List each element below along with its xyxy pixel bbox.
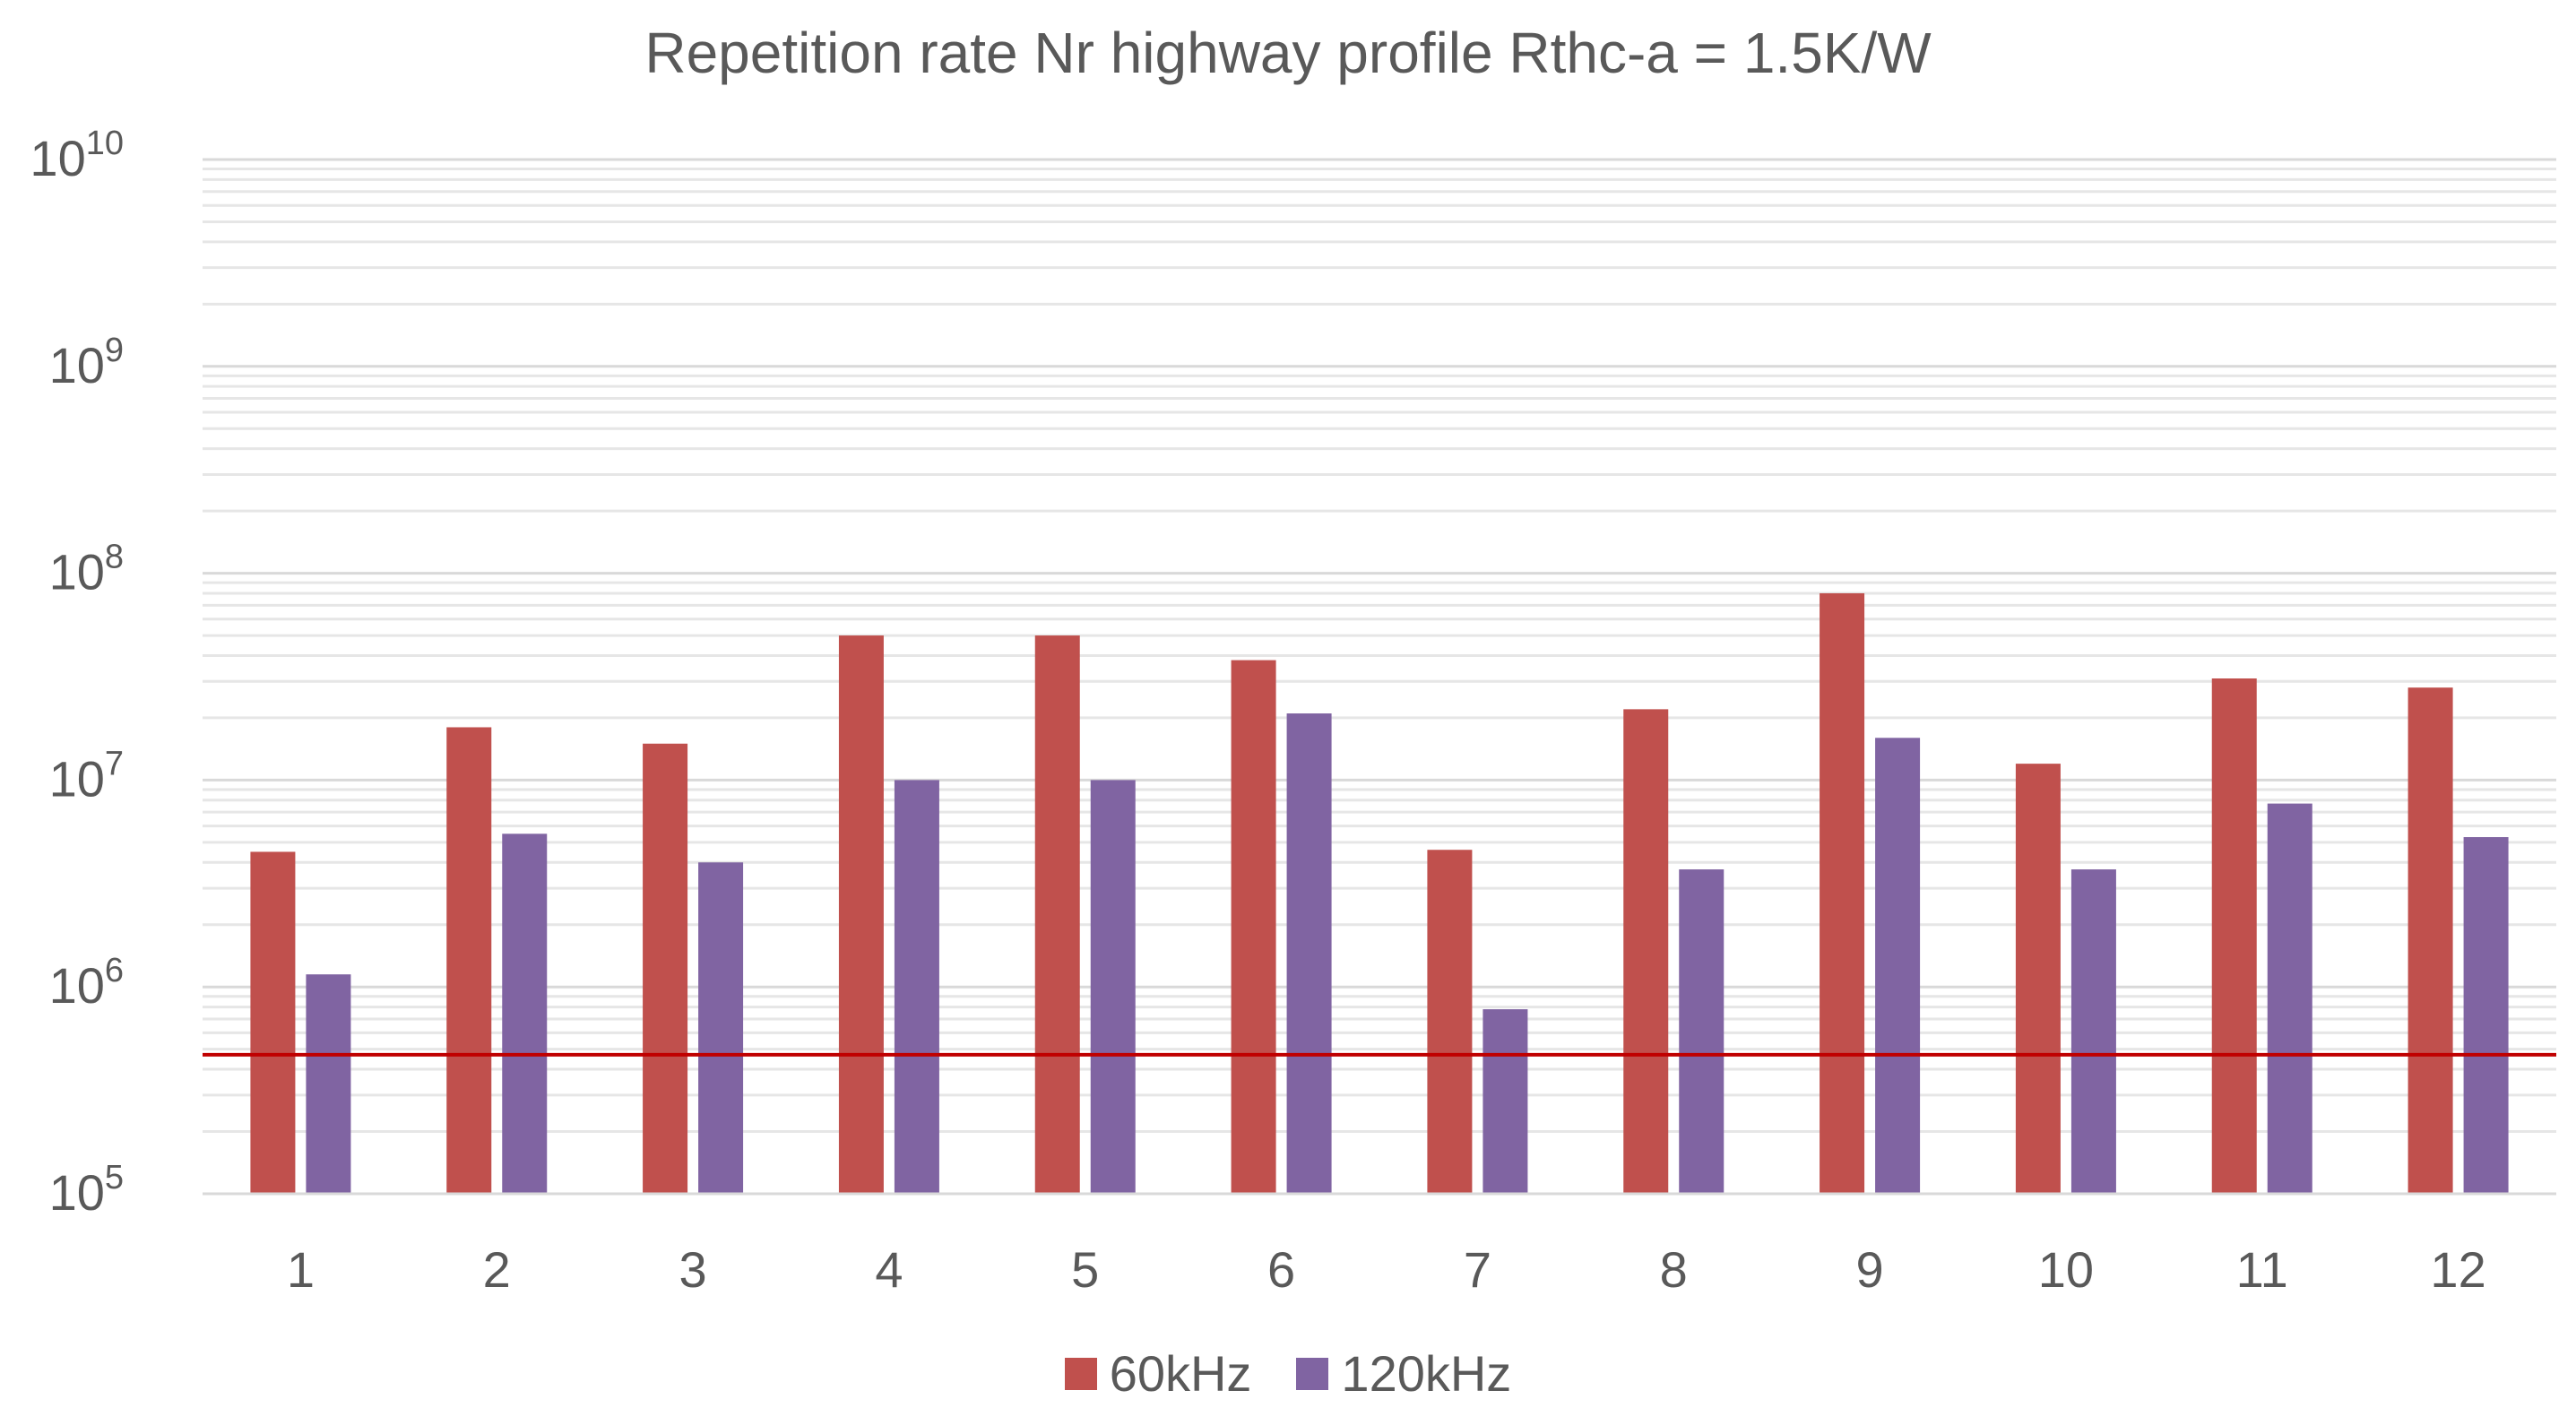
bar-120khz-8 bbox=[1679, 869, 1725, 1194]
bar-60khz-10 bbox=[2015, 764, 2061, 1194]
bar-120khz-12 bbox=[2463, 837, 2509, 1194]
legend: 60kHz 120kHz bbox=[0, 1344, 2576, 1403]
bar-60khz-6 bbox=[1231, 660, 1276, 1194]
y-tick-label: 107 bbox=[49, 745, 124, 807]
bar-120khz-10 bbox=[2070, 869, 2116, 1194]
x-tick-label: 4 bbox=[875, 1241, 903, 1298]
x-tick-label: 10 bbox=[2038, 1241, 2094, 1298]
x-tick-label: 1 bbox=[287, 1241, 315, 1298]
x-tick-label: 6 bbox=[1267, 1241, 1295, 1298]
bar-60khz-3 bbox=[643, 743, 688, 1194]
bar-60khz-8 bbox=[1623, 709, 1669, 1194]
y-tick-label: 109 bbox=[49, 332, 124, 393]
y-tick-label: 1010 bbox=[30, 125, 124, 186]
chart-title: Repetition rate Nr highway profile Rthc-… bbox=[644, 21, 1932, 85]
grid-lines bbox=[203, 158, 2556, 1196]
x-tick-label: 3 bbox=[679, 1241, 707, 1298]
legend-item-120khz: 120kHz bbox=[1296, 1344, 1511, 1403]
bar-120khz-11 bbox=[2267, 803, 2312, 1194]
bar-120khz-9 bbox=[1875, 738, 1921, 1194]
bar-120khz-1 bbox=[306, 974, 351, 1194]
bar-60khz-12 bbox=[2407, 687, 2453, 1194]
x-tick-label: 8 bbox=[1660, 1241, 1688, 1298]
bars bbox=[250, 592, 2509, 1194]
bar-120khz-7 bbox=[1482, 1009, 1528, 1194]
y-tick-label: 105 bbox=[49, 1159, 124, 1221]
x-tick-label: 11 bbox=[2236, 1241, 2288, 1298]
bar-120khz-2 bbox=[502, 833, 548, 1194]
y-tick-label: 108 bbox=[49, 539, 124, 600]
bar-60khz-7 bbox=[1427, 850, 1473, 1194]
bar-120khz-4 bbox=[894, 780, 939, 1194]
x-tick-label: 2 bbox=[483, 1241, 511, 1298]
legend-swatch-60khz bbox=[1064, 1357, 1097, 1390]
bar-60khz-2 bbox=[446, 727, 492, 1194]
x-tick-label: 9 bbox=[1856, 1241, 1884, 1298]
bar-60khz-1 bbox=[250, 851, 296, 1194]
legend-swatch-120khz bbox=[1296, 1357, 1329, 1390]
legend-label-60khz: 60kHz bbox=[1109, 1345, 1252, 1402]
bar-120khz-3 bbox=[698, 862, 744, 1194]
x-tick-label: 12 bbox=[2430, 1241, 2485, 1298]
x-tick-label: 5 bbox=[1071, 1241, 1099, 1298]
bar-60khz-9 bbox=[1820, 592, 1865, 1194]
y-tick-label: 106 bbox=[49, 952, 124, 1014]
legend-label-120khz: 120kHz bbox=[1341, 1345, 1512, 1402]
bar-60khz-11 bbox=[2211, 678, 2257, 1194]
legend-item-60khz: 60kHz bbox=[1064, 1344, 1252, 1403]
bar-120khz-6 bbox=[1286, 713, 1332, 1194]
bar-120khz-5 bbox=[1090, 780, 1136, 1194]
x-tick-label: 7 bbox=[1464, 1241, 1491, 1298]
bar-60khz-5 bbox=[1034, 635, 1080, 1194]
bar-60khz-4 bbox=[838, 635, 884, 1194]
